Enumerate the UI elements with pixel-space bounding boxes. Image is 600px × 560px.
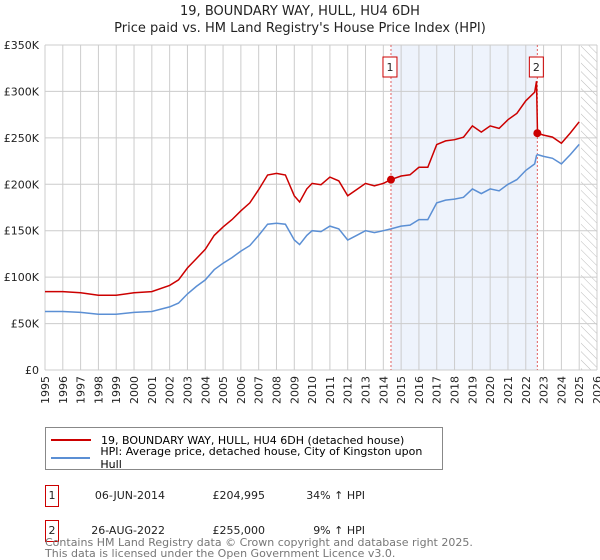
x-tick-label: 2006 <box>235 376 248 404</box>
x-tick-label: 2004 <box>199 376 212 404</box>
sale-date: 26-AUG-2022 <box>91 524 165 537</box>
price-chart: 1995 1996 1997 1998 1999 2000 2001 2002 2003 2004… <box>4 39 600 404</box>
y-tick-label: £100K <box>4 271 40 284</box>
hpi-line <box>45 143 580 316</box>
x-tick-label: 1997 <box>75 376 88 404</box>
chart-title: 19, BOUNDARY WAY, HULL, HU4 6DH <box>180 4 420 19</box>
sale-label: 1 <box>386 61 393 74</box>
x-tick-label: 2009 <box>288 376 301 404</box>
x-tick-label: 1999 <box>110 376 123 404</box>
y-tick-label: £50K <box>11 318 40 331</box>
legend-item-hpi: HPI: Average price, detached house, City… <box>51 445 442 471</box>
x-tick-label: 2008 <box>270 376 283 404</box>
x-tick-label: 2023 <box>538 376 551 404</box>
x-tick-label: 2016 <box>413 376 426 404</box>
y-tick-label: £300K <box>4 85 40 98</box>
x-tick-label: 2017 <box>431 376 444 404</box>
y-tick-label: £150K <box>4 225 40 238</box>
legend-item-property: 19, BOUNDARY WAY, HULL, HU4 6DH (detache… <box>51 433 404 447</box>
footer-licence: This data is licensed under the Open Gov… <box>45 547 396 560</box>
x-tick-label: 2025 <box>573 376 586 404</box>
x-tick-label: 2007 <box>253 376 266 404</box>
forecast-hatch <box>580 45 597 370</box>
footer-copyright: Contains HM Land Registry data © Crown c… <box>45 536 473 549</box>
x-tick-label: 2014 <box>377 376 390 404</box>
sale-point <box>386 175 395 184</box>
x-tick-label: 2024 <box>555 376 568 404</box>
x-tick-label: 1995 <box>39 376 52 404</box>
x-tick-label: 2012 <box>342 376 355 404</box>
legend-label: 19, BOUNDARY WAY, HULL, HU4 6DH (detache… <box>101 433 405 447</box>
y-tick-label: £0 <box>25 364 39 377</box>
blue-line-swatch <box>51 457 91 459</box>
legend: 19, BOUNDARY WAY, HULL, HU4 6DH (detache… <box>45 427 443 471</box>
y-tick-label: £250K <box>4 132 40 145</box>
x-tick-label: 2013 <box>360 376 373 404</box>
legend-label: HPI: Average price, detached house, City… <box>100 445 423 471</box>
x-tick-label: 2020 <box>484 376 497 404</box>
sale-point <box>533 129 542 138</box>
sale-marker-box: 1 <box>45 485 59 507</box>
x-tick-label: 2021 <box>502 376 515 404</box>
x-tick-label: 2015 <box>395 376 408 404</box>
x-tick-label: 2003 <box>181 376 194 404</box>
x-tick-label: 2011 <box>324 376 337 404</box>
sale-hpi-change: 9% ↑ HPI <box>313 524 365 537</box>
chart-subtitle: Price paid vs. HM Land Registry's House … <box>114 21 486 36</box>
property-price-line <box>45 81 580 297</box>
sale-date: 06-JUN-2014 <box>94 489 165 502</box>
sale-price: £204,995 <box>212 489 266 502</box>
sale-label-box <box>528 56 544 78</box>
x-tick-label: 2019 <box>466 376 479 404</box>
sale-label-box <box>382 56 398 78</box>
sale-marker-box: 2 <box>45 520 59 542</box>
x-tick-label: 1998 <box>92 376 105 404</box>
x-tick-label: 2026 <box>591 376 600 404</box>
sale-label: 2 <box>533 61 540 74</box>
red-line-swatch <box>51 439 91 441</box>
sale-price: £255,000 <box>212 524 266 537</box>
sale-hpi-change: 34% ↑ HPI <box>306 489 365 502</box>
x-tick-label: 2022 <box>520 376 533 404</box>
y-tick-label: £200K <box>4 178 40 191</box>
x-tick-label: 2010 <box>306 376 319 404</box>
x-tick-label: 2001 <box>146 376 159 404</box>
x-tick-label: 2018 <box>449 376 462 404</box>
x-tick-label: 2000 <box>128 376 141 404</box>
x-tick-label: 1996 <box>57 376 70 404</box>
highlight-period <box>390 45 538 370</box>
x-tick-label: 2005 <box>217 376 230 404</box>
y-tick-label: £350K <box>4 39 40 52</box>
x-tick-label: 2002 <box>164 376 177 404</box>
